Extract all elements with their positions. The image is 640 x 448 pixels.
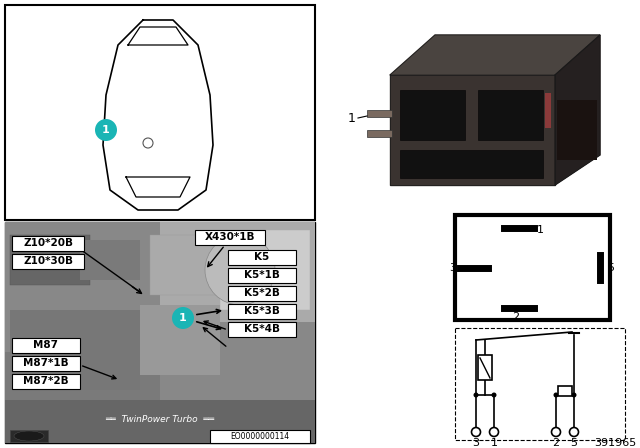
- Text: 3: 3: [449, 263, 456, 273]
- Text: 5: 5: [607, 263, 614, 273]
- Bar: [160, 322, 315, 443]
- Ellipse shape: [14, 431, 44, 441]
- Circle shape: [472, 427, 481, 436]
- Text: M87: M87: [33, 340, 58, 350]
- Text: 391965: 391965: [594, 438, 636, 448]
- Bar: [10, 430, 48, 442]
- Bar: [330, 5, 635, 215]
- Text: 1: 1: [102, 125, 110, 135]
- Circle shape: [490, 427, 499, 436]
- Bar: [5, 222, 315, 443]
- Text: 1: 1: [179, 313, 187, 323]
- Bar: [150, 235, 230, 295]
- Bar: [367, 110, 392, 117]
- Bar: [10, 310, 140, 390]
- Bar: [5, 5, 315, 220]
- Text: 2: 2: [552, 438, 559, 448]
- Bar: [5, 352, 175, 443]
- Bar: [545, 93, 551, 128]
- Bar: [12, 254, 84, 269]
- Bar: [220, 230, 310, 310]
- Bar: [228, 286, 296, 301]
- Bar: [5, 222, 175, 352]
- Bar: [12, 374, 80, 389]
- Bar: [400, 150, 543, 178]
- Circle shape: [205, 235, 275, 305]
- Bar: [12, 338, 80, 353]
- Bar: [5, 400, 315, 443]
- Circle shape: [474, 392, 479, 397]
- Bar: [557, 100, 597, 160]
- Bar: [228, 250, 296, 265]
- Bar: [195, 230, 265, 245]
- Polygon shape: [390, 35, 600, 75]
- Text: EO0000000114: EO0000000114: [230, 432, 289, 441]
- Text: ══  TwinPower Turbo  ══: ══ TwinPower Turbo ══: [106, 415, 214, 425]
- Text: 5: 5: [570, 438, 577, 448]
- Circle shape: [143, 138, 153, 148]
- Circle shape: [492, 392, 497, 397]
- Circle shape: [95, 119, 117, 141]
- Bar: [558, 386, 572, 396]
- Bar: [228, 304, 296, 319]
- Text: K5: K5: [254, 253, 269, 263]
- Text: Z10*30B: Z10*30B: [23, 257, 73, 267]
- Bar: [140, 305, 220, 375]
- Bar: [367, 130, 392, 137]
- Bar: [400, 90, 465, 140]
- Bar: [80, 240, 140, 280]
- Bar: [228, 322, 296, 337]
- Text: X430*1B: X430*1B: [205, 233, 255, 242]
- Bar: [455, 215, 610, 320]
- Circle shape: [570, 427, 579, 436]
- Text: M87*2B: M87*2B: [23, 376, 69, 387]
- Bar: [455, 328, 625, 440]
- Text: K5*3B: K5*3B: [244, 306, 280, 316]
- Bar: [160, 222, 315, 322]
- Bar: [12, 356, 80, 371]
- Circle shape: [552, 427, 561, 436]
- Text: Z10*20B: Z10*20B: [23, 238, 73, 249]
- Text: K5*4B: K5*4B: [244, 324, 280, 335]
- Text: 2: 2: [513, 312, 520, 322]
- Circle shape: [572, 392, 577, 397]
- Polygon shape: [390, 75, 555, 185]
- Bar: [12, 236, 84, 251]
- Circle shape: [172, 307, 194, 329]
- Circle shape: [554, 392, 559, 397]
- Bar: [228, 268, 296, 283]
- Bar: [210, 430, 310, 443]
- Text: K5*1B: K5*1B: [244, 271, 280, 280]
- Text: 1: 1: [537, 225, 544, 235]
- Text: K5*2B: K5*2B: [244, 289, 280, 298]
- Text: M87*1B: M87*1B: [23, 358, 69, 369]
- Text: 1: 1: [348, 112, 356, 125]
- Polygon shape: [555, 35, 600, 185]
- Text: 3: 3: [472, 438, 479, 448]
- Bar: [478, 90, 543, 140]
- Text: 1: 1: [490, 438, 497, 448]
- Bar: [10, 235, 90, 285]
- Bar: [478, 355, 492, 380]
